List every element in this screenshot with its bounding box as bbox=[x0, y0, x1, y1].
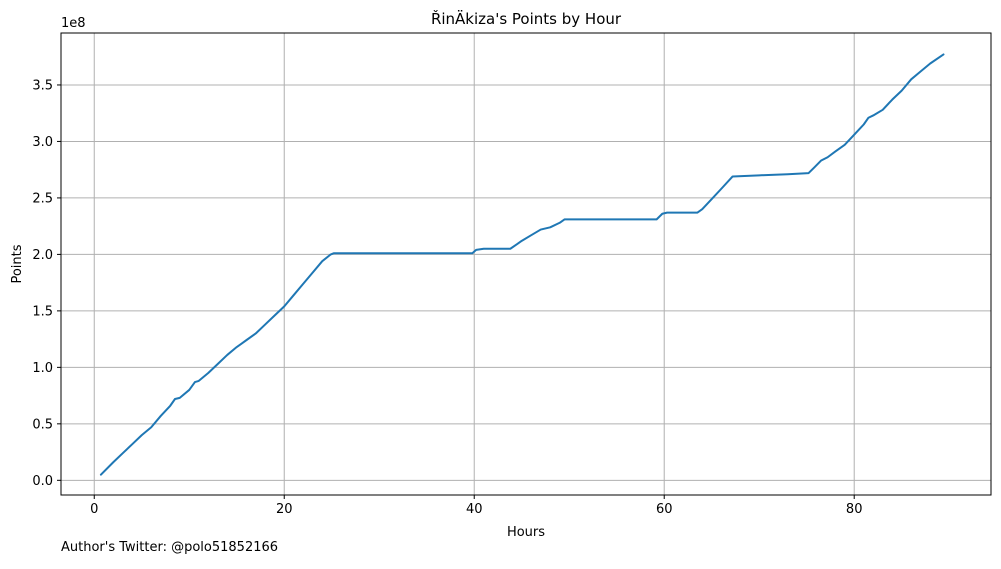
y-tick-label: 0.0 bbox=[32, 474, 53, 489]
x-tick-label: 40 bbox=[466, 502, 483, 517]
y-tick-label: 0.5 bbox=[32, 417, 53, 432]
y-tick-label: 3.0 bbox=[32, 135, 53, 150]
chart-title: ŘinÄkiza's Points by Hour bbox=[431, 9, 622, 28]
y-tick-label: 2.0 bbox=[32, 248, 53, 263]
y-tick-label: 1.0 bbox=[32, 361, 53, 376]
series-layer bbox=[99, 53, 945, 476]
y-tick-label: 2.5 bbox=[32, 191, 53, 206]
x-axis-label: Hours bbox=[507, 525, 545, 540]
author-credit: Author's Twitter: @polo51852166 bbox=[61, 540, 279, 555]
y-axis-label: Points bbox=[10, 244, 25, 283]
y-axis-multiplier: 1e8 bbox=[61, 16, 86, 31]
plot-frame bbox=[60, 32, 992, 496]
x-tick-label: 80 bbox=[846, 502, 863, 517]
x-axis: 0 20 40 60 80 bbox=[90, 495, 862, 517]
series-line-points bbox=[99, 53, 945, 476]
y-tick-label: 1.5 bbox=[32, 304, 53, 319]
y-axis: 0.0 0.5 1.0 1.5 2.0 2.5 3.0 3.5 bbox=[32, 78, 61, 489]
y-tick-label: 3.5 bbox=[32, 78, 53, 93]
x-tick-label: 0 bbox=[90, 502, 98, 517]
grid-layer bbox=[61, 33, 991, 495]
x-tick-label: 20 bbox=[276, 502, 293, 517]
x-tick-label: 60 bbox=[656, 502, 673, 517]
